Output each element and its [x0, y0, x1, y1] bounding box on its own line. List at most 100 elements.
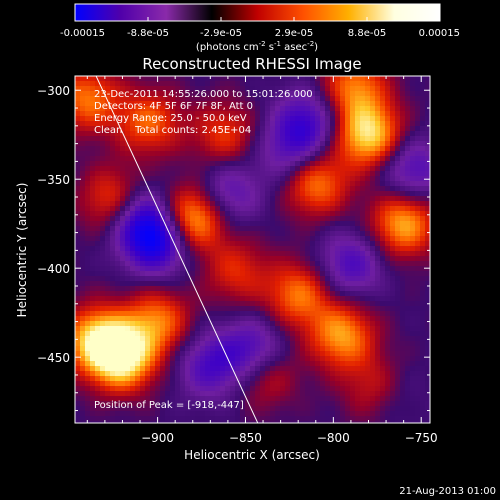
heatmap-cell: [140, 311, 146, 317]
heatmap-cell: [310, 356, 316, 362]
heatmap-cell: [210, 286, 216, 292]
heatmap-cell: [370, 241, 376, 247]
heatmap-cell: [385, 181, 391, 187]
heatmap-cell: [375, 306, 381, 312]
heatmap-cell: [415, 211, 421, 217]
heatmap-cell: [160, 291, 166, 297]
heatmap-cell: [380, 301, 386, 307]
heatmap-cell: [185, 286, 191, 292]
heatmap-cell: [255, 336, 261, 342]
heatmap-cell: [320, 346, 326, 352]
heatmap-cell: [160, 281, 166, 287]
heatmap-cell: [300, 141, 306, 147]
heatmap-cell: [120, 311, 126, 317]
heatmap-cell: [100, 91, 106, 97]
heatmap-cell: [245, 321, 251, 327]
heatmap-cell: [140, 326, 146, 332]
heatmap-cell: [90, 191, 96, 197]
heatmap-cell: [400, 271, 406, 277]
heatmap-cell: [385, 266, 391, 272]
heatmap-cell: [400, 321, 406, 327]
heatmap-cell: [235, 371, 241, 377]
heatmap-cell: [150, 76, 156, 82]
heatmap-cell: [80, 396, 86, 402]
heatmap-cell: [425, 221, 430, 227]
heatmap-cell: [230, 281, 236, 287]
heatmap-cell: [75, 146, 81, 152]
heatmap-cell: [255, 111, 261, 117]
heatmap-cell: [365, 246, 371, 252]
heatmap-cell: [400, 186, 406, 192]
heatmap-cell: [325, 216, 331, 222]
heatmap-cell: [275, 186, 281, 192]
heatmap-cell: [260, 316, 266, 322]
heatmap-cell: [165, 376, 171, 382]
heatmap-cell: [130, 286, 136, 292]
heatmap-cell: [270, 406, 276, 412]
heatmap-cell: [410, 356, 416, 362]
heatmap-cell: [115, 166, 121, 172]
heatmap-cell: [355, 286, 361, 292]
heatmap-cell: [420, 286, 426, 292]
heatmap-cell: [320, 266, 326, 272]
heatmap-cell: [200, 101, 206, 107]
heatmap-cell: [420, 281, 426, 287]
heatmap-cell: [375, 301, 381, 307]
heatmap-cell: [375, 156, 381, 162]
heatmap-cell: [260, 336, 266, 342]
heatmap-cell: [205, 161, 211, 167]
heatmap-cell: [270, 101, 276, 107]
heatmap-cell: [85, 161, 91, 167]
heatmap-cell: [260, 146, 266, 152]
heatmap-cell: [285, 96, 291, 102]
heatmap-cell: [95, 416, 101, 422]
heatmap-cell: [310, 206, 316, 212]
heatmap-cell: [310, 181, 316, 187]
heatmap-cell: [95, 366, 101, 372]
heatmap-cell: [240, 271, 246, 277]
heatmap-cell: [355, 161, 361, 167]
heatmap-cell: [300, 86, 306, 92]
heatmap-cell: [220, 161, 226, 167]
heatmap-cell: [110, 246, 116, 252]
heatmap-cell: [365, 256, 371, 262]
heatmap-cell: [120, 171, 126, 177]
heatmap-cell: [320, 311, 326, 317]
heatmap-cell: [390, 301, 396, 307]
heatmap-cell: [335, 116, 341, 122]
heatmap-cell: [100, 96, 106, 102]
heatmap-cell: [410, 196, 416, 202]
heatmap-cell: [310, 286, 316, 292]
heatmap-cell: [270, 251, 276, 257]
heatmap-cell: [90, 196, 96, 202]
heatmap-cell: [120, 216, 126, 222]
heatmap-cell: [425, 411, 430, 417]
heatmap-cell: [155, 331, 161, 337]
heatmap-cell: [140, 321, 146, 327]
heatmap-cell: [155, 291, 161, 297]
heatmap-cell: [140, 271, 146, 277]
heatmap-cell: [205, 361, 211, 367]
heatmap-cell: [265, 391, 271, 397]
heatmap-cell: [350, 161, 356, 167]
heatmap-cell: [385, 286, 391, 292]
heatmap-cell: [230, 371, 236, 377]
heatmap-cell: [245, 331, 251, 337]
heatmap-cell: [185, 301, 191, 307]
heatmap-cell: [215, 186, 221, 192]
heatmap-cell: [275, 111, 281, 117]
heatmap-cell: [395, 326, 401, 332]
heatmap-cell: [355, 191, 361, 197]
heatmap-cell: [295, 396, 301, 402]
heatmap-cell: [185, 226, 191, 232]
heatmap-cell: [350, 341, 356, 347]
colorbar-tick-label: 2.9e-05: [275, 28, 313, 39]
heatmap-cell: [205, 186, 211, 192]
heatmap-cell: [185, 181, 191, 187]
heatmap-cell: [190, 221, 196, 227]
heatmap-cell: [170, 316, 176, 322]
heatmap-cell: [235, 336, 241, 342]
heatmap-cell: [275, 266, 281, 272]
heatmap-cell: [130, 186, 136, 192]
heatmap-cell: [220, 121, 226, 127]
